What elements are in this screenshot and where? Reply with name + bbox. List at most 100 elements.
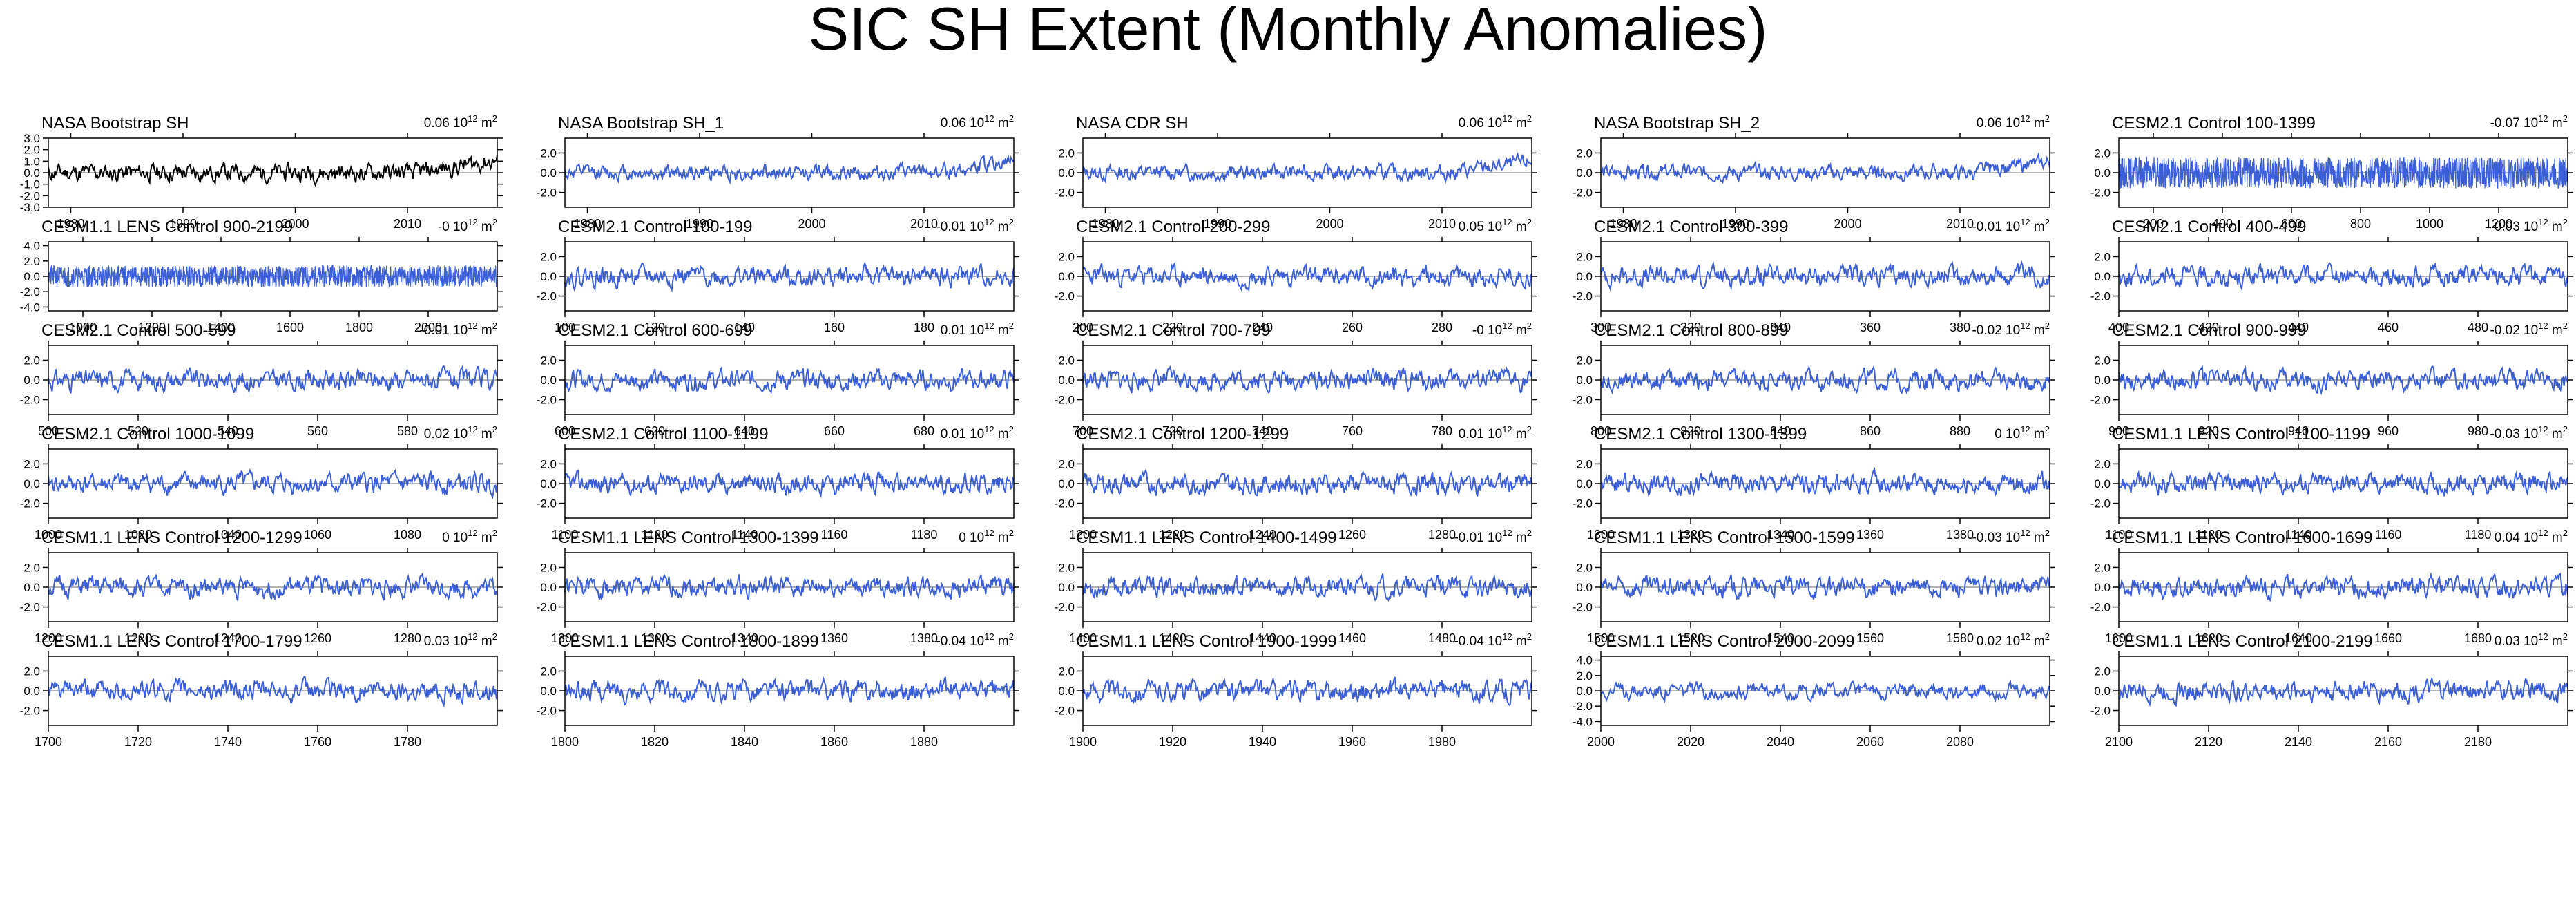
x-tick-label: 1980 [57, 217, 84, 231]
x-tick-label: 1200 [138, 321, 166, 334]
y-tick-label: -2.0 [537, 705, 557, 718]
x-tick-label: 1860 [820, 735, 848, 749]
series-line [564, 365, 1015, 394]
x-tick-label: 2120 [2195, 735, 2222, 749]
x-tick-label: 1300 [551, 631, 579, 645]
x-tick-label: 1120 [2195, 528, 2222, 542]
series-line [1600, 679, 2050, 704]
y-tick-label: 0.0 [1576, 581, 1593, 594]
series-line [2118, 262, 2568, 292]
x-tick-label: 1200 [1069, 528, 1097, 542]
panel: CESM2.1 Control 800-899 -0.02 1012 m2 800 8… [1573, 321, 2055, 438]
x-tick-label: 1440 [1249, 631, 1276, 645]
y-tick-label: 2.0 [540, 665, 557, 678]
series-line [48, 572, 498, 601]
x-tick-label: 440 [2288, 321, 2309, 334]
panel-title: CESM1.1 LENS Control 1500-1599 [1594, 528, 1855, 547]
panel: CESM2.1 Control 600-699 0.01 1012 m2 600 62… [537, 321, 1019, 438]
x-tick-label: 840 [1770, 424, 1791, 438]
y-tick-label: 2.0 [23, 457, 40, 470]
y-tick-label: 0.0 [1058, 685, 1075, 698]
y-tick-label: 4.0 [23, 240, 40, 253]
y-tick-label: -2.0 [20, 189, 40, 202]
y-tick-label: 2.0 [1058, 665, 1075, 678]
y-tick-label: 0.0 [2094, 166, 2111, 180]
x-tick-label: 2000 [1316, 217, 1343, 231]
x-tick-label: 1940 [1249, 735, 1276, 749]
y-tick-label: 0.0 [540, 581, 557, 594]
panel-mean: 0.02 1012 m2 [424, 424, 497, 441]
x-tick-label: 2000 [414, 321, 442, 334]
panel-mean: 0 1012 m2 [959, 528, 1014, 545]
panel-mean: -0.02 1012 m2 [1972, 321, 2050, 338]
x-tick-label: 940 [2288, 424, 2309, 438]
series-line [1082, 676, 1532, 706]
x-tick-label: 780 [1432, 424, 1452, 438]
x-tick-label: 200 [1073, 321, 1093, 334]
y-tick-label: -2.0 [2090, 290, 2111, 303]
panel-title: NASA Bootstrap SH [41, 114, 189, 133]
x-tick-label: 340 [1770, 321, 1791, 334]
x-tick-label: 2010 [910, 217, 938, 231]
x-tick-label: 1980 [1091, 217, 1119, 231]
y-tick-label: -3.0 [20, 201, 40, 214]
series-line [48, 364, 498, 394]
x-tick-label: 1040 [214, 528, 242, 542]
y-tick-label: 2.0 [540, 561, 557, 574]
x-tick-label: 1400 [207, 321, 235, 334]
y-tick-label: -2.0 [1573, 394, 1593, 407]
y-tick-label: -2.0 [1573, 290, 1593, 303]
y-tick-label: -2.0 [537, 497, 557, 511]
y-tick-label: 2.0 [1576, 354, 1593, 367]
panel: CESM1.1 LENS Control 1900-1999 -0.04 1012… [1055, 631, 1537, 749]
panel: CESM2.1 Control 1000-1099 0.02 1012 m2 100… [20, 424, 503, 542]
x-tick-label: 1660 [2374, 631, 2402, 645]
x-tick-label: 1820 [641, 735, 669, 749]
y-tick-label: 2.0 [540, 250, 557, 263]
panel-mean: -0 1012 m2 [1472, 321, 1532, 338]
y-tick-label: 0.0 [1058, 477, 1075, 490]
x-tick-label: 240 [1252, 321, 1273, 334]
y-tick-label: 0.0 [2094, 685, 2111, 698]
panel-mean: 0.01 1012 m2 [1459, 424, 1532, 441]
x-tick-label: 600 [2281, 217, 2302, 231]
x-tick-label: 1500 [1587, 631, 1615, 645]
x-tick-label: 1260 [304, 631, 331, 645]
y-tick-label: 2.0 [1576, 669, 1593, 683]
series-line [1600, 260, 2050, 292]
x-tick-label: 1640 [2285, 631, 2312, 645]
series-line [48, 468, 498, 499]
y-tick-label: -2.0 [20, 394, 40, 407]
x-tick-label: 520 [128, 424, 148, 438]
x-tick-label: 160 [824, 321, 845, 334]
panel-title: CESM1.1 LENS Control 1400-1499 [1076, 528, 1337, 547]
panel-mean: 0.06 1012 m2 [424, 113, 497, 131]
x-tick-label: 180 [914, 321, 934, 334]
x-tick-label: 1900 [1069, 735, 1097, 749]
panel: CESM1.1 LENS Control 1300-1399 0 1012 m2 1… [537, 528, 1019, 645]
series-line [1082, 261, 1532, 292]
x-tick-label: 1140 [2285, 528, 2312, 542]
panel-title: CESM1.1 LENS Control 1200-1299 [41, 528, 302, 547]
panel-mean: 0.03 1012 m2 [424, 631, 497, 649]
x-tick-label: 640 [734, 424, 755, 438]
x-tick-label: 1080 [394, 528, 421, 542]
y-tick-label: 0.0 [1576, 477, 1593, 490]
x-tick-label: 1300 [1587, 528, 1615, 542]
x-tick-label: 1020 [124, 528, 152, 542]
x-tick-label: 1980 [573, 217, 601, 231]
x-tick-label: 800 [2350, 217, 2371, 231]
panel-title: CESM2.1 Control 600-699 [558, 321, 752, 340]
x-tick-label: 1320 [1677, 528, 1704, 542]
x-tick-label: 1260 [1338, 528, 1366, 542]
x-tick-label: 2040 [1767, 735, 1794, 749]
panel: NASA Bootstrap SH 0.06 1012 m2 1980 1990 200… [20, 113, 503, 231]
y-tick-label: 0.0 [2094, 270, 2111, 283]
y-tick-label: -2.0 [537, 394, 557, 407]
x-tick-label: 2000 [281, 217, 309, 231]
y-tick-label: 2.0 [1058, 561, 1075, 574]
x-tick-label: 1380 [910, 631, 938, 645]
y-tick-label: 0.0 [540, 477, 557, 490]
panel-mean: 0 1012 m2 [442, 528, 497, 545]
panel: CESM2.1 Control 400-499 0.03 1012 m2 400 42… [2090, 217, 2573, 334]
